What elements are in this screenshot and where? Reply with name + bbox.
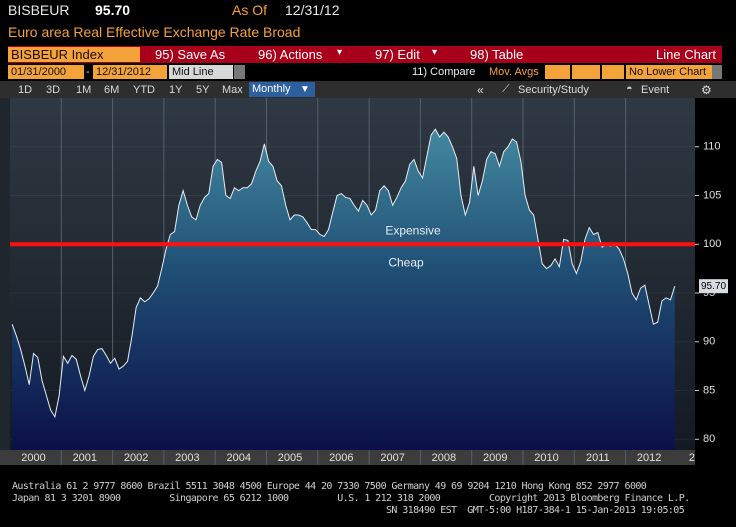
left-margin bbox=[0, 98, 10, 450]
range-button[interactable]: 1D bbox=[18, 84, 33, 96]
x-tick-label: 2009 bbox=[483, 452, 507, 464]
end-date[interactable]: 12/31/2012 bbox=[93, 65, 167, 79]
lower-chart[interactable]: No Lower Chart bbox=[626, 65, 712, 79]
menu-edit[interactable]: 97) Edit bbox=[375, 47, 420, 62]
input-box[interactable] bbox=[545, 65, 570, 79]
as-of-date: 12/31/12 bbox=[285, 2, 340, 18]
line-mode[interactable]: Mid Line bbox=[169, 65, 233, 79]
x-tick-label: 2004 bbox=[226, 452, 250, 464]
x-tick-label: 2002 bbox=[124, 452, 148, 464]
x-tick-label: 2006 bbox=[329, 452, 353, 464]
chart: 2000 2001 2002 2003 2004 2005 2006 2007 2008 2009… bbox=[0, 98, 736, 465]
range-button[interactable]: 5Y bbox=[196, 84, 210, 96]
menu-table[interactable]: 98) Table bbox=[470, 47, 524, 62]
study-icon: ⟋ bbox=[502, 83, 510, 95]
y-tick-label: 110 bbox=[703, 141, 721, 153]
description: Euro area Real Effective Exchange Rate B… bbox=[8, 24, 301, 40]
settings-icon[interactable]: ⚙ bbox=[701, 83, 712, 97]
range-button[interactable]: YTD bbox=[133, 84, 155, 96]
as-of-label: As Of bbox=[232, 2, 268, 18]
x-tick-label: 2012 bbox=[637, 452, 661, 464]
x-tick-label-cut: 201 bbox=[689, 452, 707, 464]
collapse-icon[interactable]: « bbox=[477, 83, 484, 97]
last-value-label: 95.70 bbox=[701, 281, 726, 292]
x-tick-label: 2000 bbox=[21, 452, 45, 464]
y-tick-label: 105 bbox=[703, 189, 721, 201]
range-button[interactable]: 6M bbox=[104, 84, 120, 96]
menu-actions[interactable]: 96) Actions bbox=[258, 47, 323, 62]
dropdown-icon: ▾ bbox=[432, 47, 438, 58]
security-field[interactable]: BISBEUR Index bbox=[8, 47, 140, 62]
footer-line: Japan 81 3 3201 8900 Singapore 65 6212 1… bbox=[12, 493, 690, 504]
event[interactable]: Event bbox=[641, 84, 670, 96]
x-tick-label: 2007 bbox=[380, 452, 404, 464]
last-value-box bbox=[699, 279, 728, 294]
footer-line: Australia 61 2 9777 8600 Brazil 5511 304… bbox=[12, 481, 647, 492]
range-button[interactable]: 3D bbox=[46, 84, 61, 96]
dropdown-icon: ▼ bbox=[300, 84, 310, 95]
period-bar bbox=[0, 81, 736, 98]
chart-type[interactable]: Line Chart bbox=[656, 47, 716, 62]
y-tick-label: 80 bbox=[703, 433, 715, 445]
x-tick-label: 2005 bbox=[278, 452, 302, 464]
price: 95.70 bbox=[95, 2, 131, 18]
range-button[interactable]: 1M bbox=[76, 84, 92, 96]
annotation: Cheap bbox=[388, 255, 424, 269]
x-tick-label: 2011 bbox=[586, 452, 610, 464]
moving-averages[interactable]: Mov. Avgs bbox=[486, 65, 543, 79]
date-separator: - bbox=[86, 66, 90, 78]
toolbar bbox=[8, 46, 722, 63]
ticker: BISBEUR bbox=[8, 2, 70, 18]
x-tick-label: 2003 bbox=[175, 452, 199, 464]
annotation: Expensive bbox=[385, 223, 441, 237]
start-date[interactable]: 01/31/2000 bbox=[8, 65, 84, 79]
x-tick-label: 2001 bbox=[73, 452, 97, 464]
frequency[interactable]: Monthly bbox=[249, 82, 315, 97]
x-tick-label: 2010 bbox=[534, 452, 558, 464]
y-tick-label: 100 bbox=[703, 238, 721, 250]
y-tick-label: 85 bbox=[703, 384, 715, 396]
y-tick-label: 90 bbox=[703, 336, 715, 348]
event-icon: ◓ bbox=[626, 83, 633, 95]
compare[interactable]: 11) Compare bbox=[412, 66, 476, 78]
range-button[interactable]: 1Y bbox=[169, 84, 183, 96]
input-box[interactable] bbox=[602, 65, 624, 79]
line bbox=[11, 128, 676, 419]
dropdown-icon: ▾ bbox=[337, 47, 343, 58]
range-button[interactable]: Max bbox=[222, 84, 243, 96]
dropdown-button[interactable] bbox=[234, 65, 245, 79]
dropdown-button[interactable] bbox=[712, 65, 722, 79]
area bbox=[12, 129, 675, 450]
menu-save[interactable]: 95) Save As bbox=[155, 47, 226, 62]
footer-line: SN 318490 EST GMT-5:00 H187-384-1 15-Jan… bbox=[386, 505, 685, 516]
x-axis-band bbox=[0, 450, 695, 465]
study[interactable]: Security/Study bbox=[518, 84, 589, 96]
input-box[interactable] bbox=[572, 65, 600, 79]
x-tick-label: 2008 bbox=[432, 452, 456, 464]
